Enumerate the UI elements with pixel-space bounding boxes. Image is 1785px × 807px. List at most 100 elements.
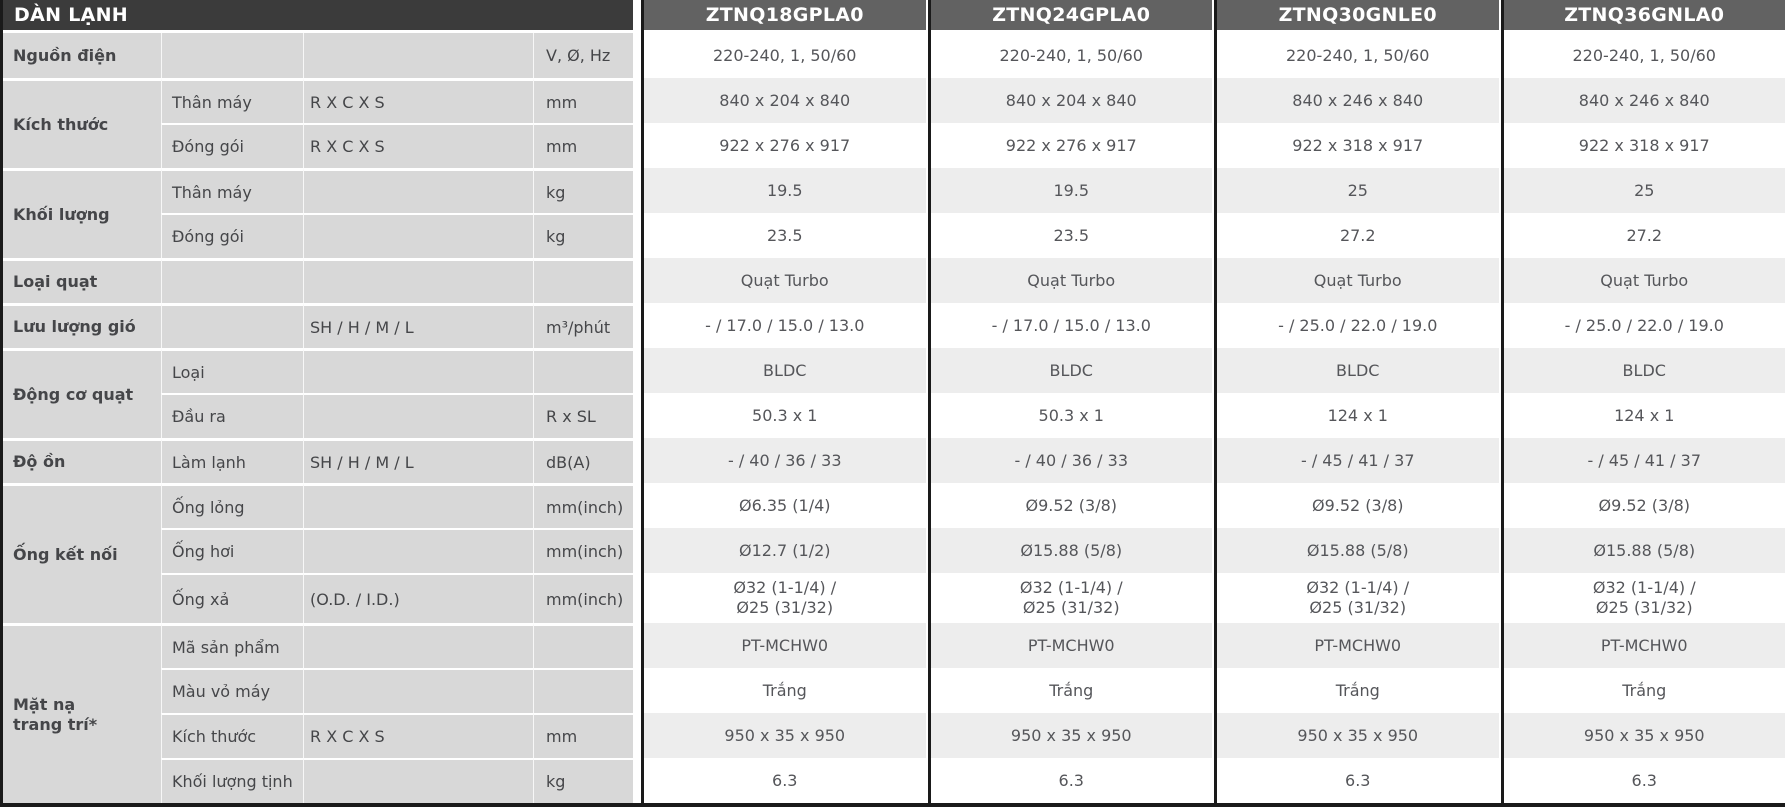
spec-value-cell: 922 x 318 x 917	[1217, 123, 1499, 168]
spec-value-cell: - / 40 / 36 / 33	[644, 438, 926, 483]
row-spec	[303, 668, 533, 713]
row-unit	[533, 258, 633, 303]
spec-value-cell: 950 x 35 x 950	[1217, 713, 1499, 758]
spec-value-cell: 124 x 1	[1503, 393, 1785, 438]
spec-value-cell: BLDC	[1503, 348, 1785, 393]
row-spec	[303, 33, 533, 78]
row-spec	[303, 528, 533, 573]
spec-value-cell: 6.3	[930, 758, 1212, 803]
spec-value-cell: 50.3 x 1	[644, 393, 926, 438]
spec-value-cell: Ø9.52 (3/8)	[930, 483, 1212, 528]
model-header: ZTNQ36GNLA0	[1503, 0, 1785, 33]
section-header: DÀN LẠNH	[3, 0, 633, 33]
row-sublabel: Màu vỏ máy	[161, 668, 303, 713]
spec-value-cell: 23.5	[930, 213, 1212, 258]
spec-value-cell: 220-240, 1, 50/60	[930, 33, 1212, 78]
group-label: Nguồn điện	[13, 45, 117, 65]
spec-value-cell: Ø15.88 (5/8)	[1217, 528, 1499, 573]
spec-value-cell: 220-240, 1, 50/60	[1503, 33, 1785, 78]
row-spec	[303, 258, 533, 303]
spec-value-cell: Trắng	[930, 668, 1212, 713]
spec-value-cell: 6.3	[1503, 758, 1785, 803]
spec-value-cell: Trắng	[1217, 668, 1499, 713]
row-unit: dB(A)	[533, 438, 633, 483]
spec-value-cell: Quạt Turbo	[644, 258, 926, 303]
row-sublabel: Đóng gói	[161, 213, 303, 258]
row-unit: V, Ø, Hz	[533, 33, 633, 78]
row-sublabel: Ống lỏng	[161, 483, 303, 528]
model-values-grid: 220-240, 1, 50/60 840 x 246 x 840 922 x 31…	[1217, 33, 1499, 803]
model-header: ZTNQ18GPLA0	[644, 0, 926, 33]
row-spec	[303, 483, 533, 528]
spec-value-cell: BLDC	[930, 348, 1212, 393]
group-label: Kích thước	[3, 78, 161, 168]
spec-value-cell: Ø32 (1-1/4) / Ø25 (31/32)	[644, 573, 926, 623]
spec-value-cell: - / 17.0 / 15.0 / 13.0	[644, 303, 926, 348]
spec-value-cell: 25	[1217, 168, 1499, 213]
spec-value-cell: 19.5	[644, 168, 926, 213]
row-sublabel: Ống xả	[161, 573, 303, 623]
row-unit: kg	[533, 758, 633, 803]
spec-value-cell: - / 40 / 36 / 33	[930, 438, 1212, 483]
spec-value-cell: PT-MCHW0	[644, 623, 926, 668]
spec-value-cell: Ø32 (1-1/4) / Ø25 (31/32)	[1217, 573, 1499, 623]
row-sublabel: Khối lượng tịnh	[161, 758, 303, 803]
spec-value-cell: Ø32 (1-1/4) / Ø25 (31/32)	[930, 573, 1212, 623]
group-label: Khối lượng	[3, 168, 161, 258]
spec-value-cell: 840 x 204 x 840	[644, 78, 926, 123]
row-sublabel: Thân máy	[161, 168, 303, 213]
spec-labels-section: DÀN LẠNH Nguồn điện V, Ø, Hz Kích thước Thâ…	[0, 0, 633, 803]
row-spec: SH / H / M / L	[303, 303, 533, 348]
row-sublabel	[161, 258, 303, 303]
spec-value-cell: BLDC	[1217, 348, 1499, 393]
row-sublabel: Đóng gói	[161, 123, 303, 168]
row-unit	[533, 668, 633, 713]
spec-value-cell: - / 25.0 / 22.0 / 19.0	[1217, 303, 1499, 348]
model-header: ZTNQ30GNLE0	[1217, 0, 1499, 33]
group-label: Động cơ quạt	[3, 348, 161, 438]
group-label: Lưu lượng gió	[3, 303, 161, 348]
model-column: ZTNQ24GPLA0 220-240, 1, 50/60 840 x 204 x …	[927, 0, 1212, 803]
row-sublabel: Ống hơi	[161, 528, 303, 573]
spec-value-cell: Ø9.52 (3/8)	[1217, 483, 1499, 528]
row-unit: mm	[533, 713, 633, 758]
spec-value-cell: - / 45 / 41 / 37	[1503, 438, 1785, 483]
model-column: ZTNQ18GPLA0 220-240, 1, 50/60 840 x 204 x …	[641, 0, 926, 803]
row-unit	[533, 623, 633, 668]
row-unit: m³/phút	[533, 303, 633, 348]
spec-value-cell: Ø15.88 (5/8)	[930, 528, 1212, 573]
row-sublabel: Loại	[161, 348, 303, 393]
spec-value-cell: PT-MCHW0	[1217, 623, 1499, 668]
spec-label-grid: Nguồn điện V, Ø, Hz Kích thước Thân máy R X …	[3, 33, 633, 803]
row-sublabel: Thân máy	[161, 78, 303, 123]
spec-value-cell: 27.2	[1217, 213, 1499, 258]
group-label: Loại quạt	[3, 258, 161, 303]
row-unit: R x SL	[533, 393, 633, 438]
row-unit: mm	[533, 123, 633, 168]
row-spec	[303, 758, 533, 803]
row-unit: kg	[533, 168, 633, 213]
spec-value-cell: 922 x 318 x 917	[1503, 123, 1785, 168]
row-unit: mm	[533, 78, 633, 123]
model-values-grid: 220-240, 1, 50/60 840 x 204 x 840 922 x 27…	[930, 33, 1212, 803]
row-spec	[303, 213, 533, 258]
row-unit: kg	[533, 213, 633, 258]
spec-value-cell: Ø15.88 (5/8)	[1503, 528, 1785, 573]
group-label: Ống kết nối	[3, 483, 161, 623]
spec-value-cell: - / 17.0 / 15.0 / 13.0	[930, 303, 1212, 348]
spec-value-cell: 922 x 276 x 917	[644, 123, 926, 168]
row-spec: (O.D. / I.D.)	[303, 573, 533, 623]
model-column: ZTNQ36GNLA0 220-240, 1, 50/60 840 x 246 x …	[1500, 0, 1785, 803]
spec-value-cell: Ø6.35 (1/4)	[644, 483, 926, 528]
row-spec	[303, 623, 533, 668]
spec-value-cell: 220-240, 1, 50/60	[644, 33, 926, 78]
model-values-grid: 220-240, 1, 50/60 840 x 246 x 840 922 x 31…	[1503, 33, 1785, 803]
row-unit: mm(inch)	[533, 483, 633, 528]
spec-value-cell: Ø32 (1-1/4) / Ø25 (31/32)	[1503, 573, 1785, 623]
spec-value-cell: 950 x 35 x 950	[930, 713, 1212, 758]
spec-value-cell: Quạt Turbo	[1503, 258, 1785, 303]
spec-value-cell: 6.3	[1217, 758, 1499, 803]
spec-value-cell: 950 x 35 x 950	[644, 713, 926, 758]
spec-value-cell: Trắng	[644, 668, 926, 713]
spec-value-cell: Ø9.52 (3/8)	[1503, 483, 1785, 528]
